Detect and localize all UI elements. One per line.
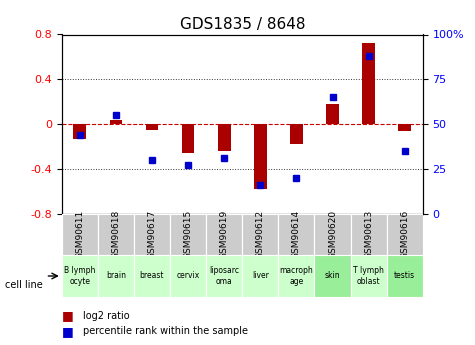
Bar xyxy=(290,124,303,144)
Text: log2 ratio: log2 ratio xyxy=(83,311,130,321)
Bar xyxy=(326,104,339,124)
Bar xyxy=(182,124,194,153)
Bar xyxy=(110,120,122,124)
FancyBboxPatch shape xyxy=(314,214,351,255)
FancyBboxPatch shape xyxy=(62,214,98,255)
Text: testis: testis xyxy=(394,272,415,280)
Text: cervix: cervix xyxy=(177,272,199,280)
Text: macroph
age: macroph age xyxy=(279,266,314,286)
Text: liver: liver xyxy=(252,272,269,280)
FancyBboxPatch shape xyxy=(98,214,134,255)
FancyBboxPatch shape xyxy=(134,214,170,255)
Bar xyxy=(146,124,158,130)
Text: brain: brain xyxy=(106,272,126,280)
Text: breast: breast xyxy=(140,272,164,280)
Bar xyxy=(218,124,230,151)
FancyBboxPatch shape xyxy=(387,214,423,255)
Title: GDS1835 / 8648: GDS1835 / 8648 xyxy=(180,17,305,32)
FancyBboxPatch shape xyxy=(242,214,278,255)
Text: GSM90615: GSM90615 xyxy=(184,210,192,259)
Text: B lymph
ocyte: B lymph ocyte xyxy=(64,266,95,286)
FancyBboxPatch shape xyxy=(206,214,242,255)
FancyBboxPatch shape xyxy=(134,255,170,297)
Text: GSM90613: GSM90613 xyxy=(364,210,373,259)
Bar xyxy=(399,124,411,131)
FancyBboxPatch shape xyxy=(170,255,206,297)
Bar xyxy=(362,43,375,124)
Text: GSM90611: GSM90611 xyxy=(76,210,84,259)
FancyBboxPatch shape xyxy=(351,214,387,255)
FancyBboxPatch shape xyxy=(62,255,98,297)
Text: liposarc
oma: liposarc oma xyxy=(209,266,239,286)
Text: skin: skin xyxy=(325,272,340,280)
Text: ■: ■ xyxy=(62,325,74,338)
Text: GSM90617: GSM90617 xyxy=(148,210,156,259)
FancyBboxPatch shape xyxy=(206,255,242,297)
FancyBboxPatch shape xyxy=(387,255,423,297)
Text: GSM90614: GSM90614 xyxy=(292,210,301,259)
FancyBboxPatch shape xyxy=(242,255,278,297)
FancyBboxPatch shape xyxy=(351,255,387,297)
Text: ■: ■ xyxy=(62,309,74,322)
Text: GSM90616: GSM90616 xyxy=(400,210,409,259)
FancyBboxPatch shape xyxy=(278,255,314,297)
Text: GSM90618: GSM90618 xyxy=(112,210,120,259)
Text: GSM90612: GSM90612 xyxy=(256,210,265,259)
Text: percentile rank within the sample: percentile rank within the sample xyxy=(83,326,248,336)
Text: cell line: cell line xyxy=(5,280,42,289)
Bar xyxy=(254,124,266,189)
FancyBboxPatch shape xyxy=(98,255,134,297)
Text: GSM90619: GSM90619 xyxy=(220,210,228,259)
FancyBboxPatch shape xyxy=(314,255,351,297)
Text: T lymph
oblast: T lymph oblast xyxy=(353,266,384,286)
FancyBboxPatch shape xyxy=(170,214,206,255)
FancyBboxPatch shape xyxy=(278,214,314,255)
Text: GSM90620: GSM90620 xyxy=(328,210,337,259)
Bar xyxy=(74,124,86,139)
